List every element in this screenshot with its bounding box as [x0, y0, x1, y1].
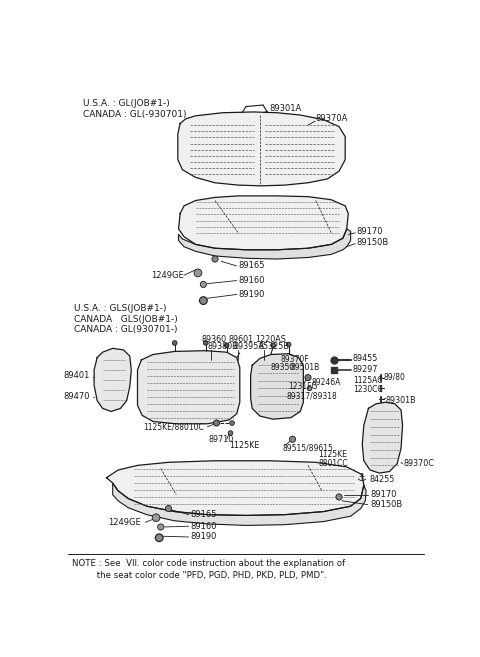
Text: the seat color code "PFD, PGD, PHD, PKD, PLD, PMD".: the seat color code "PFD, PGD, PHD, PKD,… — [72, 571, 326, 580]
Text: U.S.A. : GLS(JOB#1-): U.S.A. : GLS(JOB#1-) — [74, 304, 167, 313]
Text: 89317/89318: 89317/89318 — [286, 392, 337, 401]
Text: 89370A: 89370A — [316, 114, 348, 124]
Circle shape — [336, 494, 342, 500]
Text: 89/80: 89/80 — [384, 373, 406, 381]
Text: 1125KE: 1125KE — [318, 450, 347, 459]
Text: 89370F: 89370F — [281, 355, 310, 365]
Text: 89246A: 89246A — [312, 378, 341, 388]
Polygon shape — [137, 351, 240, 424]
Text: 8801CC: 8801CC — [318, 459, 348, 468]
Circle shape — [157, 524, 164, 530]
Text: CANADA : GL(-930701): CANADA : GL(-930701) — [83, 110, 187, 119]
Circle shape — [307, 386, 312, 391]
Text: 89350: 89350 — [271, 363, 295, 372]
Circle shape — [156, 534, 163, 541]
Text: NOTE : See  VII. color code instruction about the explanation of: NOTE : See VII. color code instruction a… — [72, 560, 345, 568]
Text: 89710: 89710 — [209, 435, 234, 443]
Polygon shape — [251, 353, 303, 419]
Text: 89160: 89160 — [190, 522, 216, 531]
Text: 1249GE: 1249GE — [108, 518, 141, 527]
Circle shape — [152, 514, 160, 522]
Text: 89455: 89455 — [353, 354, 378, 363]
Text: 1125AC: 1125AC — [353, 376, 383, 385]
Text: 89170: 89170 — [357, 227, 384, 236]
Polygon shape — [362, 402, 403, 473]
Circle shape — [305, 374, 311, 380]
Circle shape — [289, 436, 296, 442]
Polygon shape — [179, 229, 350, 259]
Text: 89165: 89165 — [190, 510, 216, 519]
Polygon shape — [179, 196, 348, 250]
Text: 89401: 89401 — [64, 371, 90, 380]
Text: 89601: 89601 — [229, 334, 254, 344]
Circle shape — [228, 431, 233, 436]
Text: 89360: 89360 — [202, 334, 227, 344]
Text: 1125KE/88010C: 1125KE/88010C — [144, 422, 204, 432]
Text: U.S.A. : GL(JOB#1-): U.S.A. : GL(JOB#1-) — [83, 99, 170, 108]
Circle shape — [172, 340, 177, 346]
Circle shape — [224, 343, 229, 348]
Text: ⚓: ⚓ — [357, 472, 367, 483]
Circle shape — [214, 420, 220, 426]
Text: 89297: 89297 — [353, 365, 378, 374]
Text: 85325B: 85325B — [258, 342, 289, 351]
Text: 89301A: 89301A — [269, 104, 301, 112]
Text: 89160: 89160 — [238, 276, 265, 285]
Text: 89301B: 89301B — [385, 396, 416, 405]
Text: 1249GE: 1249GE — [152, 271, 184, 280]
Circle shape — [166, 505, 172, 512]
Text: 89150B: 89150B — [357, 238, 389, 246]
Circle shape — [200, 297, 207, 304]
Polygon shape — [107, 461, 364, 516]
Circle shape — [194, 269, 202, 277]
Circle shape — [204, 340, 208, 346]
Circle shape — [271, 343, 276, 348]
Circle shape — [200, 281, 206, 288]
Text: 89395A: 89395A — [234, 342, 264, 351]
Circle shape — [212, 256, 218, 262]
Polygon shape — [178, 112, 345, 186]
Text: 1125KE: 1125KE — [229, 441, 259, 450]
Polygon shape — [113, 483, 366, 526]
Polygon shape — [94, 348, 132, 411]
Text: 89190: 89190 — [190, 532, 216, 541]
Text: CANADA : GL(930701-): CANADA : GL(930701-) — [74, 325, 178, 334]
Text: 89470: 89470 — [64, 392, 90, 401]
Text: 89170: 89170 — [370, 490, 396, 499]
Text: 89370C: 89370C — [403, 459, 434, 468]
Text: 1230CC: 1230CC — [353, 384, 383, 394]
Text: CANADA   GLS(JOB#1-): CANADA GLS(JOB#1-) — [74, 315, 178, 324]
Circle shape — [286, 342, 291, 347]
Circle shape — [230, 420, 234, 425]
Text: 89150B: 89150B — [370, 500, 402, 509]
Text: 89190: 89190 — [238, 290, 264, 299]
Text: 89380B: 89380B — [207, 342, 238, 351]
Text: 1231FG: 1231FG — [288, 382, 318, 392]
Text: 84255: 84255 — [370, 475, 396, 484]
Text: 89515/89615: 89515/89615 — [282, 444, 333, 453]
Text: 1220AS: 1220AS — [255, 334, 286, 344]
Text: 89501B: 89501B — [291, 363, 320, 372]
Text: 89165: 89165 — [238, 261, 265, 271]
